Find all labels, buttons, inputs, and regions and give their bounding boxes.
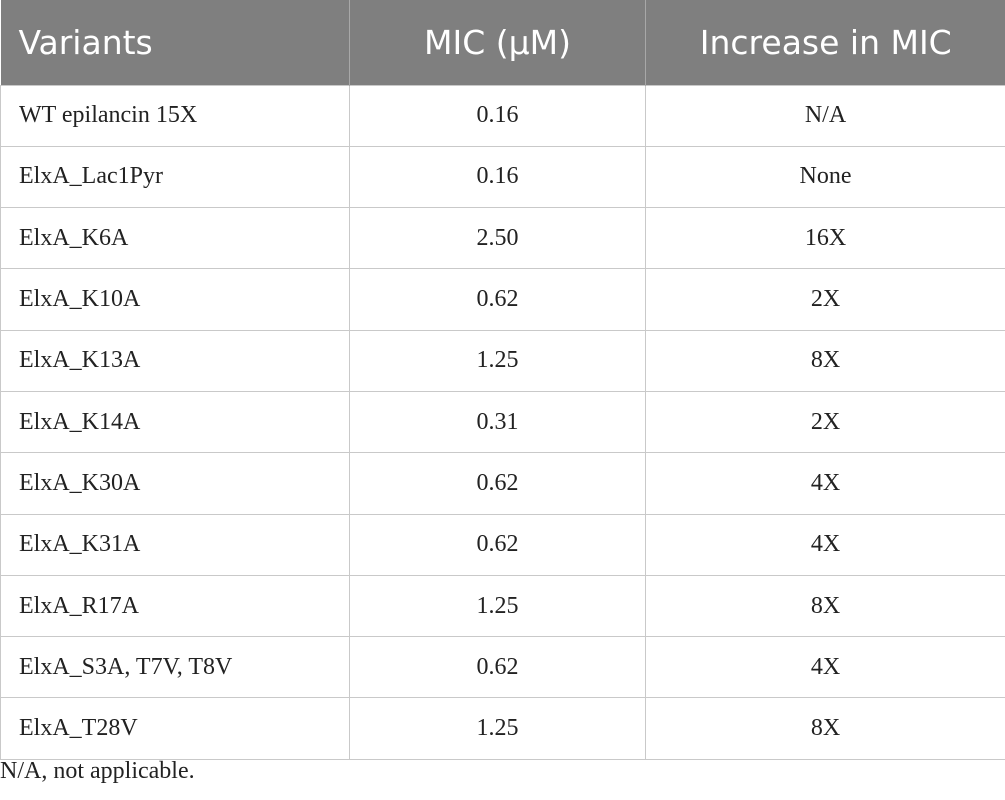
cell-mic: 0.16: [349, 145, 646, 209]
cell-variant: ElxA_R17A: [0, 574, 350, 638]
table-row: ElxA_K13A 1.25 8X: [0, 329, 1005, 392]
table-row: ElxA_R17A 1.25 8X: [0, 574, 1005, 638]
header-row: Variants MIC (μM) Increase in MIC: [0, 0, 1005, 85]
header-mic: MIC (μM): [349, 0, 646, 85]
cell-variant: ElxA_K31A: [0, 513, 350, 576]
cell-increase: None: [645, 145, 1005, 209]
header-increase: Increase in MIC: [645, 0, 1005, 85]
table-header: Variants MIC (μM) Increase in MIC: [0, 0, 1005, 85]
table-row: ElxA_K14A 0.31 2X: [0, 390, 1005, 454]
cell-increase: 4X: [645, 636, 1005, 699]
cell-mic: 0.62: [349, 268, 646, 331]
cell-increase: 16X: [645, 207, 1005, 270]
table-row: ElxA_Lac1Pyr 0.16 None: [0, 145, 1005, 209]
cell-variant: ElxA_T28V: [0, 697, 350, 760]
cell-mic: 0.31: [349, 390, 646, 454]
table-row: ElxA_K6A 2.50 16X: [0, 207, 1005, 270]
cell-variant: ElxA_Lac1Pyr: [0, 145, 350, 209]
cell-increase: 4X: [645, 513, 1005, 576]
cell-mic: 1.25: [349, 697, 646, 760]
cell-increase: 4X: [645, 452, 1005, 515]
cell-variant: ElxA_K10A: [0, 268, 350, 331]
table-row: ElxA_T28V 1.25 8X: [0, 697, 1005, 760]
cell-increase: 2X: [645, 268, 1005, 331]
table-body: WT epilancin 15X 0.16 N/A ElxA_Lac1Pyr 0…: [0, 84, 1005, 760]
table-footnote: N/A, not applicable.: [0, 758, 195, 784]
cell-increase: 8X: [645, 329, 1005, 392]
cell-increase: N/A: [645, 84, 1005, 147]
cell-mic: 0.62: [349, 452, 646, 515]
mic-table: Variants MIC (μM) Increase in MIC WT epi…: [0, 0, 1005, 760]
cell-mic: 0.62: [349, 636, 646, 699]
table-row: ElxA_K30A 0.62 4X: [0, 452, 1005, 515]
cell-variant: ElxA_K6A: [0, 207, 350, 270]
table-row: ElxA_K31A 0.62 4X: [0, 513, 1005, 576]
results-table-container: Variants MIC (μM) Increase in MIC WT epi…: [0, 0, 1005, 760]
cell-variant: ElxA_K30A: [0, 452, 350, 515]
cell-variant: WT epilancin 15X: [0, 84, 350, 147]
cell-mic: 1.25: [349, 574, 646, 638]
cell-variant: ElxA_K13A: [0, 329, 350, 392]
header-variants: Variants: [0, 0, 350, 85]
cell-increase: 2X: [645, 390, 1005, 454]
cell-mic: 1.25: [349, 329, 646, 392]
cell-mic: 0.16: [349, 84, 646, 147]
cell-mic: 0.62: [349, 513, 646, 576]
cell-variant: ElxA_S3A, T7V, T8V: [0, 636, 350, 699]
cell-mic: 2.50: [349, 207, 646, 270]
table-row: ElxA_S3A, T7V, T8V 0.62 4X: [0, 636, 1005, 699]
cell-increase: 8X: [645, 697, 1005, 760]
table-row: ElxA_K10A 0.62 2X: [0, 268, 1005, 331]
cell-variant: ElxA_K14A: [0, 390, 350, 454]
cell-increase: 8X: [645, 574, 1005, 638]
table-row: WT epilancin 15X 0.16 N/A: [0, 84, 1005, 147]
